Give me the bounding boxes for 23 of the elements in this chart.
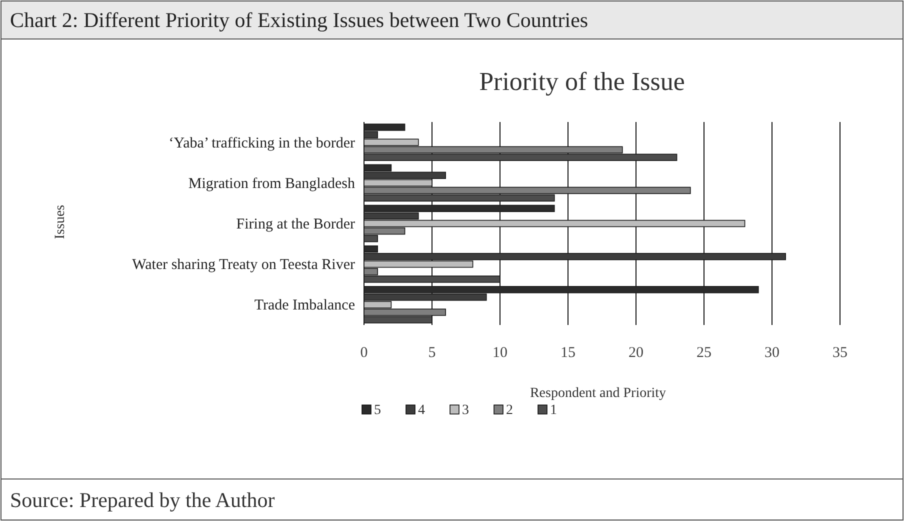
legend-label: 3 xyxy=(462,403,469,418)
legend-label: 5 xyxy=(374,403,381,418)
x-tick-label: 5 xyxy=(428,345,436,361)
y-tick-label: ‘Yaba’ trafficking in the border xyxy=(168,135,355,152)
x-axis-title: Respondent and Priority xyxy=(530,386,666,401)
x-tick-label: 15 xyxy=(560,345,576,361)
y-tick-label: Water sharing Treaty on Teesta River xyxy=(132,257,355,274)
y-tick-label: Firing at the Border xyxy=(236,216,355,232)
x-tick-label: 20 xyxy=(628,345,644,361)
x-tick-label: 30 xyxy=(764,345,780,361)
x-tick-label: 35 xyxy=(832,345,848,361)
legend-label: 2 xyxy=(506,403,513,418)
legend-label: 1 xyxy=(550,403,557,418)
y-tick-label: Migration from Bangladesh xyxy=(188,176,356,192)
y-tick-label: Trade Imbalance xyxy=(254,298,356,314)
x-tick-label: 10 xyxy=(492,345,508,361)
source-note: Source: Prepared by the Author xyxy=(10,488,275,512)
x-tick-label: 25 xyxy=(696,345,712,361)
x-tick-label: 0 xyxy=(360,345,368,361)
legend-label: 4 xyxy=(418,403,425,418)
y-axis-title: Issues xyxy=(53,204,68,240)
chart-subtitle: Priority of the Issue xyxy=(479,67,685,96)
chart-title: Chart 2: Different Priority of Existing Issues between Two Countries xyxy=(10,8,588,32)
